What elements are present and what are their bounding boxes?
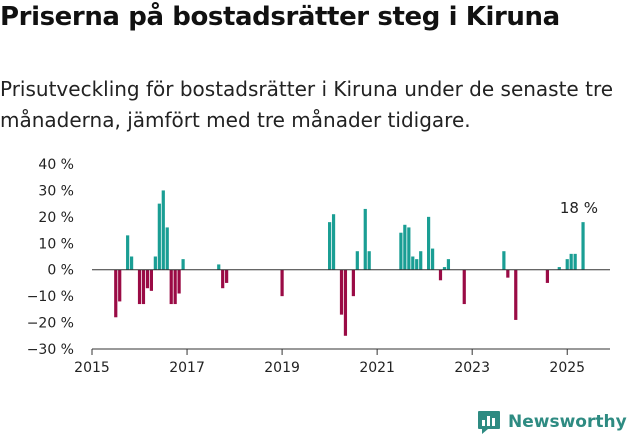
bar	[411, 256, 415, 270]
bar	[169, 269, 173, 305]
chart-subtitle: Prisutveckling för bostadsrätter i Kirun…	[0, 77, 614, 132]
bar	[573, 253, 577, 270]
x-tick-label: 2015	[74, 360, 110, 376]
brand-name: Newsworthy	[508, 412, 627, 432]
x-tick-label: 2019	[264, 360, 300, 376]
bar	[129, 256, 134, 270]
bar	[217, 264, 221, 270]
x-tick-label: 2025	[549, 360, 585, 376]
bar	[462, 269, 466, 305]
y-tick-label: −10 %	[27, 289, 74, 305]
bar	[569, 253, 573, 270]
bar	[126, 235, 130, 270]
bar	[351, 269, 355, 297]
bar	[363, 208, 367, 270]
bar	[502, 251, 506, 270]
bar	[280, 269, 284, 297]
bar-series	[92, 190, 610, 336]
bar	[415, 259, 419, 270]
bar	[442, 267, 447, 270]
bar-chart: 40 %30 %20 %10 %0 %−10 %−20 %−30 % 2015 2…	[27, 157, 610, 376]
y-tick-label: 40 %	[38, 157, 74, 173]
y-tick-label: 30 %	[38, 183, 74, 199]
bar	[118, 269, 122, 302]
bar	[339, 269, 344, 315]
bar	[141, 269, 146, 305]
bar	[557, 267, 561, 270]
bar	[446, 259, 451, 270]
bar	[173, 269, 177, 305]
bar	[137, 269, 142, 305]
bar	[431, 248, 435, 270]
bar	[149, 269, 153, 291]
y-tick-label: −20 %	[27, 316, 74, 332]
bar	[399, 232, 403, 270]
bar	[367, 251, 371, 270]
bar	[438, 269, 443, 281]
y-tick-label: −30 %	[27, 342, 74, 358]
x-axis: 2015 2017 2019 2021 2023 2025	[74, 348, 610, 376]
x-tick-label: 2021	[359, 360, 395, 376]
y-tick-label: 10 %	[38, 236, 74, 252]
bar	[331, 214, 336, 270]
bar	[506, 269, 510, 278]
y-tick-label: 0 %	[47, 263, 74, 279]
bar	[153, 256, 157, 270]
bar	[419, 251, 423, 270]
bar	[225, 269, 229, 283]
bar	[403, 224, 407, 270]
newsworthy-logo: Newsworthy	[476, 408, 627, 436]
bar	[181, 259, 185, 270]
bar	[114, 269, 118, 318]
chart-title: Priserna på bostadsrätter steg i Kiruna	[0, 2, 560, 32]
bar	[157, 203, 161, 270]
bar	[565, 259, 569, 270]
bar	[161, 190, 165, 270]
bar	[427, 216, 431, 270]
chart-bars-icon	[478, 411, 500, 434]
bar	[581, 222, 585, 270]
latest-value-label: 18 %	[560, 199, 598, 217]
bar	[514, 269, 518, 320]
bar	[165, 227, 169, 270]
bar	[545, 269, 550, 283]
y-tick-label: 20 %	[38, 210, 74, 226]
y-axis: 40 % 30 % 20 % 10 % 0 % −10 % −20 % −30 %	[27, 157, 74, 358]
bar	[355, 251, 359, 270]
x-tick-label: 2017	[169, 360, 205, 376]
bar	[328, 222, 332, 270]
bar	[177, 269, 181, 294]
bar	[145, 269, 150, 289]
annotations: 18 %	[560, 199, 598, 217]
bar	[343, 269, 348, 336]
x-tick-label: 2023	[454, 360, 490, 376]
bar	[407, 227, 411, 270]
bar	[221, 269, 225, 289]
